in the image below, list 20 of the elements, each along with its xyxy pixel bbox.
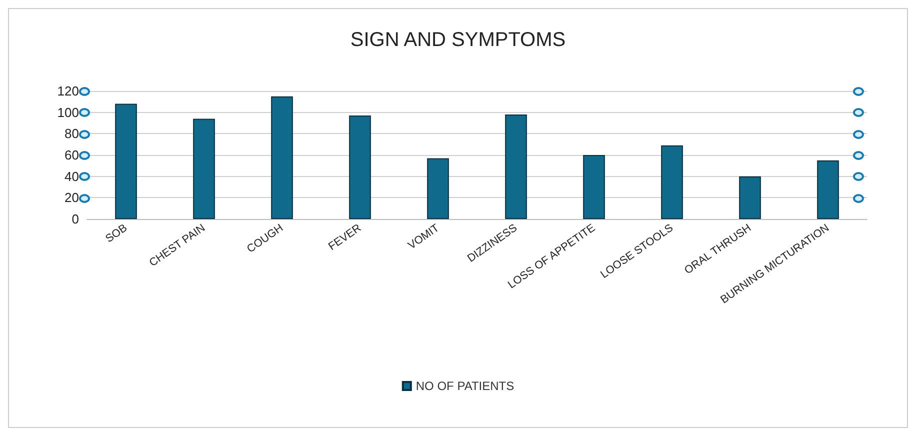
y-tick-label: 80 [64,126,79,142]
bar [505,114,527,219]
y-tick-label: 20 [64,190,79,206]
y-tick-label: 0 [72,212,79,226]
bar [583,155,605,219]
x-tick-label: SOB [104,222,130,246]
bar [427,158,449,219]
chart-title: SIGN AND SYMPTOMS [350,29,566,51]
bar [817,160,839,219]
bar [115,104,137,219]
bar [271,96,293,219]
bar [661,145,683,219]
y-tick-label: 60 [64,148,79,162]
bar [739,176,761,219]
y-tick-label: 120 [57,84,79,98]
bar [349,116,371,219]
y-tick-label: 40 [64,168,79,184]
y-tick-label: 100 [57,104,79,120]
legend-label: NO OF PATIENTS [416,379,514,393]
bar [193,118,215,219]
